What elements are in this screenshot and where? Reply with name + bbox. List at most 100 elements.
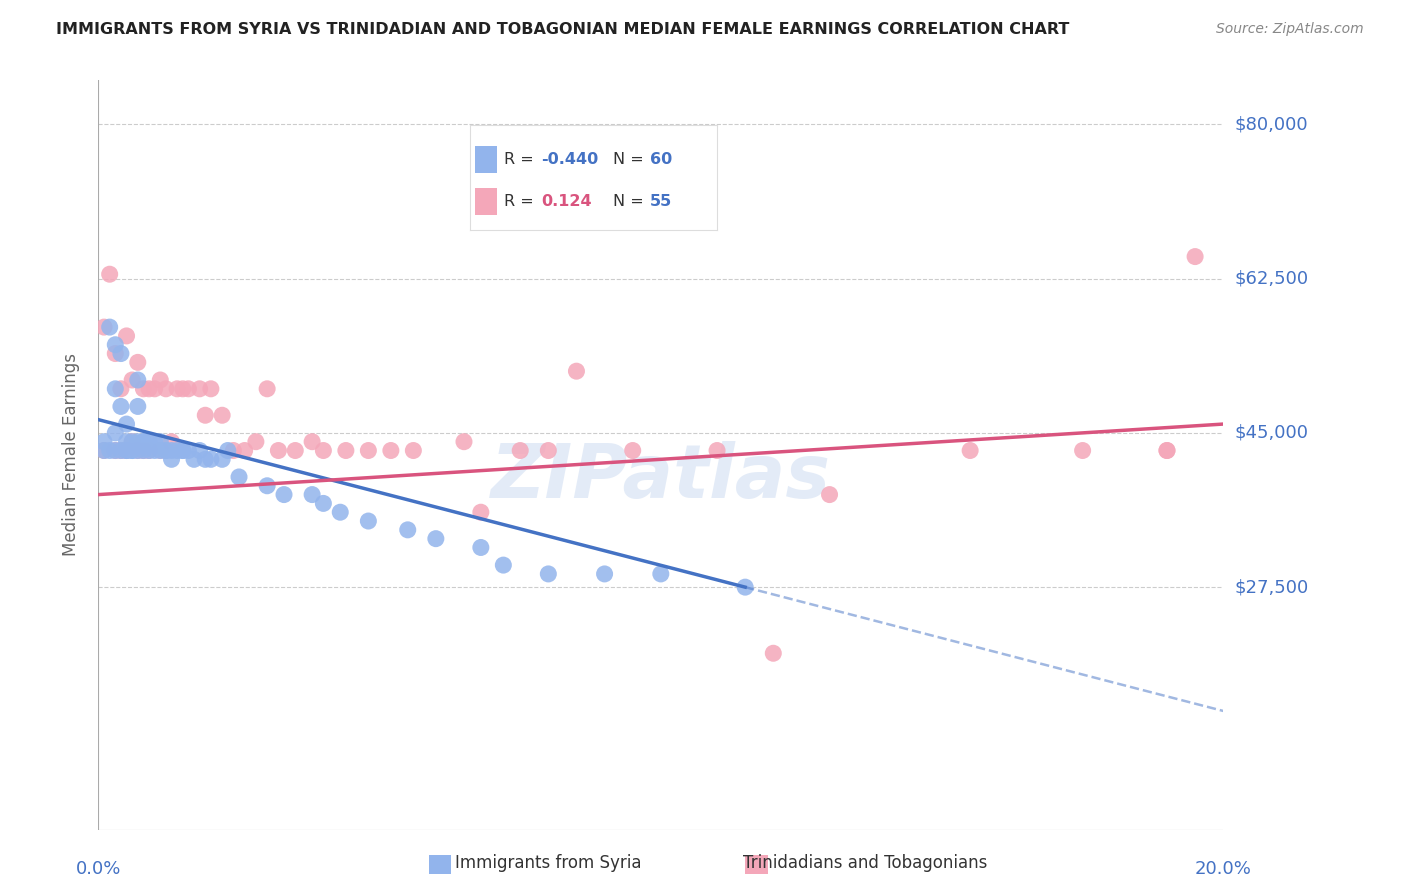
Point: [121, 443, 143, 458]
Point: [1071, 443, 1094, 458]
Point: [301, 434, 323, 449]
Text: $80,000: $80,000: [1234, 115, 1308, 134]
Point: [593, 566, 616, 581]
Point: [149, 373, 172, 387]
Point: [155, 443, 177, 458]
Point: [200, 382, 222, 396]
Point: [98, 320, 121, 334]
Point: [115, 329, 138, 343]
Point: [127, 443, 149, 458]
Point: [127, 355, 149, 369]
Point: [110, 346, 132, 360]
Point: [621, 443, 644, 458]
Point: [149, 443, 172, 458]
Point: [115, 443, 138, 458]
Point: [335, 443, 357, 458]
Point: [121, 443, 143, 458]
Point: [93, 443, 115, 458]
Point: [143, 434, 166, 449]
Point: [1156, 443, 1178, 458]
Point: [256, 479, 278, 493]
Point: [200, 452, 222, 467]
Point: [138, 382, 160, 396]
Point: [734, 580, 756, 594]
Point: [93, 443, 115, 458]
Point: [284, 443, 307, 458]
Point: [537, 566, 560, 581]
Point: [104, 443, 127, 458]
Point: [121, 373, 143, 387]
Text: $62,500: $62,500: [1234, 269, 1309, 287]
Point: [267, 443, 290, 458]
Point: [132, 434, 155, 449]
Text: 0.0%: 0.0%: [76, 860, 121, 878]
Point: [115, 443, 138, 458]
Text: Source: ZipAtlas.com: Source: ZipAtlas.com: [1216, 22, 1364, 37]
Point: [149, 434, 172, 449]
Point: [211, 409, 233, 423]
Point: [228, 470, 250, 484]
Point: [143, 382, 166, 396]
Text: Immigrants from Syria: Immigrants from Syria: [456, 854, 641, 871]
Point: [104, 425, 127, 440]
Point: [132, 434, 155, 449]
Point: [1184, 250, 1206, 264]
Point: [160, 434, 183, 449]
Point: [301, 487, 323, 501]
Point: [166, 443, 188, 458]
Point: [650, 566, 672, 581]
Point: [166, 382, 188, 396]
Point: [104, 346, 127, 360]
Point: [110, 443, 132, 458]
Point: [127, 373, 149, 387]
Point: [194, 409, 217, 423]
Point: [138, 434, 160, 449]
Point: [127, 434, 149, 449]
Point: [273, 487, 295, 501]
Text: Trinidadians and Tobagonians: Trinidadians and Tobagonians: [742, 854, 987, 871]
Point: [115, 443, 138, 458]
Point: [762, 646, 785, 660]
Point: [110, 382, 132, 396]
Point: [138, 443, 160, 458]
Point: [183, 452, 205, 467]
Point: [537, 443, 560, 458]
Point: [121, 434, 143, 449]
Point: [177, 382, 200, 396]
Point: [132, 443, 155, 458]
Point: [312, 443, 335, 458]
Point: [127, 443, 149, 458]
Point: [104, 337, 127, 351]
Point: [93, 434, 115, 449]
Point: [329, 505, 352, 519]
Point: [1156, 443, 1178, 458]
Point: [470, 505, 492, 519]
Point: [104, 443, 127, 458]
Point: [256, 382, 278, 396]
Point: [110, 443, 132, 458]
Point: [177, 443, 200, 458]
Y-axis label: Median Female Earnings: Median Female Earnings: [62, 353, 80, 557]
Point: [160, 452, 183, 467]
Point: [959, 443, 981, 458]
Point: [509, 443, 531, 458]
Point: [98, 443, 121, 458]
Point: [217, 443, 239, 458]
Point: [706, 443, 728, 458]
Point: [211, 452, 233, 467]
Point: [470, 541, 492, 555]
Point: [194, 452, 217, 467]
Text: $45,000: $45,000: [1234, 424, 1309, 442]
Point: [132, 443, 155, 458]
Point: [188, 443, 211, 458]
Point: [222, 443, 245, 458]
Text: 20.0%: 20.0%: [1195, 860, 1251, 878]
Point: [143, 443, 166, 458]
Point: [188, 382, 211, 396]
Point: [110, 400, 132, 414]
Point: [172, 382, 194, 396]
Point: [121, 434, 143, 449]
Point: [160, 443, 183, 458]
Point: [172, 443, 194, 458]
Point: [312, 496, 335, 510]
